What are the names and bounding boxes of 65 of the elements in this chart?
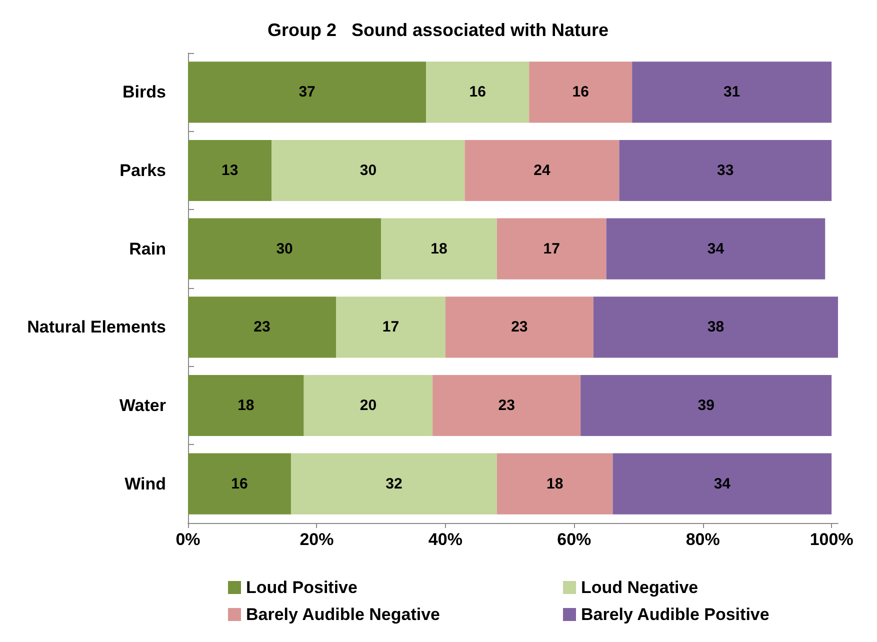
x-tick-label: 0% (176, 530, 200, 549)
x-tick-label: 60% (557, 530, 592, 549)
data-label: 39 (698, 397, 714, 414)
x-tick-label: 20% (300, 530, 334, 549)
legend-label: Barely Audible Positive (581, 605, 770, 624)
data-label: 34 (714, 475, 732, 492)
data-label: 31 (723, 84, 740, 101)
bar (188, 374, 304, 436)
bar (612, 453, 832, 514)
data-label: 20 (360, 397, 377, 414)
bar (606, 218, 826, 280)
x-tick-label: 80% (686, 530, 720, 549)
data-label: 16 (469, 84, 486, 101)
bar (188, 296, 336, 358)
data-label: 16 (572, 84, 589, 101)
bar (619, 140, 832, 202)
data-label: 30 (360, 162, 377, 179)
legend-label: Loud Negative (581, 578, 698, 597)
bar (632, 62, 832, 123)
y-tick-label: Birds (122, 82, 166, 102)
bar (272, 140, 465, 202)
bar (304, 374, 433, 436)
data-label: 23 (498, 397, 515, 414)
bar (336, 296, 446, 358)
legend-label: Barely Audible Negative (246, 605, 440, 624)
data-label: 23 (511, 318, 528, 336)
bar (188, 140, 272, 202)
bar (188, 62, 426, 123)
data-label: 38 (707, 318, 724, 336)
data-label: 13 (221, 162, 238, 179)
bar (464, 140, 620, 202)
data-label: 18 (238, 397, 254, 414)
chart-title: Group 2 Sound associated with Nature (267, 20, 609, 40)
data-label: 30 (276, 240, 293, 258)
y-tick-label: Wind (124, 474, 166, 494)
bar (580, 374, 832, 436)
data-label: 16 (231, 475, 248, 492)
data-label: 24 (534, 162, 551, 179)
bar (529, 62, 632, 123)
data-label: 34 (707, 240, 725, 258)
y-tick-label: Water (119, 396, 166, 415)
bar (290, 453, 497, 514)
x-tick-label: 100% (810, 530, 854, 549)
bar (426, 62, 530, 123)
x-tick-label: 40% (428, 530, 462, 549)
data-label: 17 (382, 318, 400, 336)
data-label: 23 (254, 318, 270, 336)
data-label: 33 (717, 162, 734, 179)
bar (445, 296, 594, 358)
bar (496, 453, 613, 514)
data-label: 18 (430, 240, 448, 258)
y-tick-label: Rain (129, 239, 166, 258)
data-label: 37 (298, 84, 316, 101)
data-label: 32 (386, 475, 402, 492)
y-tick-label: Natural Elements (27, 318, 166, 337)
bar (188, 453, 291, 514)
legend-label: Loud Positive (246, 578, 358, 597)
bar (381, 218, 497, 280)
bar (496, 218, 606, 280)
y-tick-label: Parks (120, 161, 166, 180)
bar (593, 296, 838, 358)
data-label: 18 (546, 475, 564, 492)
data-label: 17 (543, 240, 560, 258)
bar (432, 374, 581, 436)
bar (188, 218, 382, 280)
